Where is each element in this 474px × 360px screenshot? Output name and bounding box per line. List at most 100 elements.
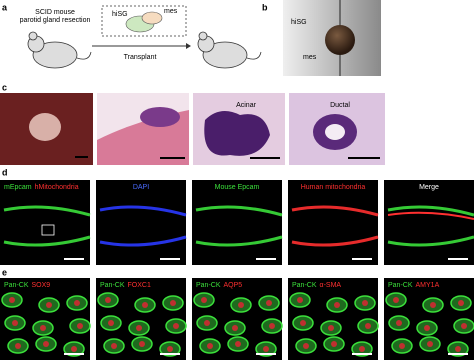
stain	[458, 300, 464, 306]
stain	[99, 205, 187, 247]
arrowhead	[186, 43, 191, 49]
stain	[334, 302, 340, 308]
stain	[15, 343, 21, 349]
stain	[297, 297, 303, 303]
image-label: Merge	[419, 184, 439, 191]
stain	[201, 297, 207, 303]
histology-detail	[325, 124, 345, 140]
stain	[424, 325, 430, 331]
stain	[173, 323, 179, 329]
channel-label: hMitochondria	[35, 184, 79, 191]
stain	[399, 343, 405, 349]
image-label: Human mitochondria	[301, 184, 366, 191]
stain	[108, 320, 114, 326]
channel-label: DAPI	[133, 184, 149, 191]
stain	[139, 341, 145, 347]
channel-label: FOXC1	[128, 282, 151, 289]
stain	[455, 346, 461, 352]
mouse-illustration	[27, 31, 92, 69]
caption: parotid gland resection	[20, 17, 91, 24]
stain	[170, 300, 176, 306]
channel-label: Pan-CK	[388, 282, 413, 289]
stain	[269, 323, 275, 329]
stain	[387, 211, 474, 220]
stain	[40, 325, 46, 331]
caption: Acinar	[236, 102, 257, 109]
stain	[359, 346, 365, 352]
stain	[300, 320, 306, 326]
panel-label: b	[262, 2, 268, 12]
channel-label: AMY1A	[416, 282, 440, 289]
stain	[204, 320, 210, 326]
channel-label: Pan-CK	[292, 282, 317, 289]
stain	[291, 205, 379, 247]
stain	[328, 325, 334, 331]
caption: mes	[164, 8, 178, 15]
stain	[266, 300, 272, 306]
stain	[142, 302, 148, 308]
panel-label: e	[2, 267, 7, 277]
caption: hiSG	[291, 19, 307, 26]
mouse-illustration	[197, 31, 262, 69]
stain	[263, 346, 269, 352]
caption: Transplant	[124, 54, 157, 61]
image-label: Pan-CK FOXC1	[100, 282, 151, 289]
stain	[9, 297, 15, 303]
micrograph	[192, 180, 282, 265]
image-label: Pan-CK α-SMA	[292, 282, 341, 289]
channel-label: AQP5	[224, 282, 243, 289]
stain	[136, 325, 142, 331]
stain	[12, 320, 18, 326]
image-label: Mouse Epcam	[215, 184, 260, 191]
micrograph	[384, 180, 474, 265]
scale-bars	[75, 156, 380, 159]
stain	[207, 343, 213, 349]
stain	[396, 320, 402, 326]
stain	[105, 297, 111, 303]
caption: Ductal	[330, 102, 350, 109]
micrograph	[0, 180, 90, 265]
channel-label: Pan-CK	[196, 282, 221, 289]
caption: mes	[303, 54, 317, 61]
panel-label: c	[2, 82, 7, 92]
caption: SCID mouse	[35, 9, 75, 16]
stain	[167, 346, 173, 352]
channel-label: Pan-CK	[4, 282, 29, 289]
channel-label: mEpcam	[4, 184, 32, 191]
inset-box	[41, 224, 55, 236]
channel-label: α-SMA	[320, 282, 342, 289]
micrograph	[96, 180, 186, 265]
image-label: mEpcam hMitochondria	[4, 184, 79, 191]
channel-label: SOX9	[32, 282, 51, 289]
stain	[235, 341, 241, 347]
stain	[430, 302, 436, 308]
stain	[427, 341, 433, 347]
panel-label: d	[2, 167, 8, 177]
stain	[46, 302, 52, 308]
channel-label: Pan-CK	[100, 282, 125, 289]
stain	[365, 323, 371, 329]
fluorescence-rows: mEpcam hMitochondria DAPI Mouse Epcam Human …	[0, 180, 474, 360]
channel-label: Mouse Epcam	[215, 184, 260, 191]
stain	[71, 346, 77, 352]
channel-label: Human mitochondria	[301, 184, 366, 191]
stain	[362, 300, 368, 306]
stain	[74, 300, 80, 306]
image-label: Pan-CK SOX9	[4, 282, 50, 289]
stain	[111, 343, 117, 349]
stain	[238, 302, 244, 308]
histology-detail	[204, 111, 270, 156]
stain	[303, 343, 309, 349]
histology-detail	[140, 107, 180, 127]
stain	[195, 205, 283, 247]
image-label: DAPI	[133, 184, 149, 191]
graft-photo	[325, 25, 355, 55]
micrograph	[288, 180, 378, 265]
caption: hiSG	[112, 11, 128, 18]
mes-graft	[141, 11, 163, 25]
stain	[387, 205, 474, 247]
channel-label: Merge	[419, 184, 439, 191]
stain	[43, 341, 49, 347]
stain	[3, 205, 91, 247]
